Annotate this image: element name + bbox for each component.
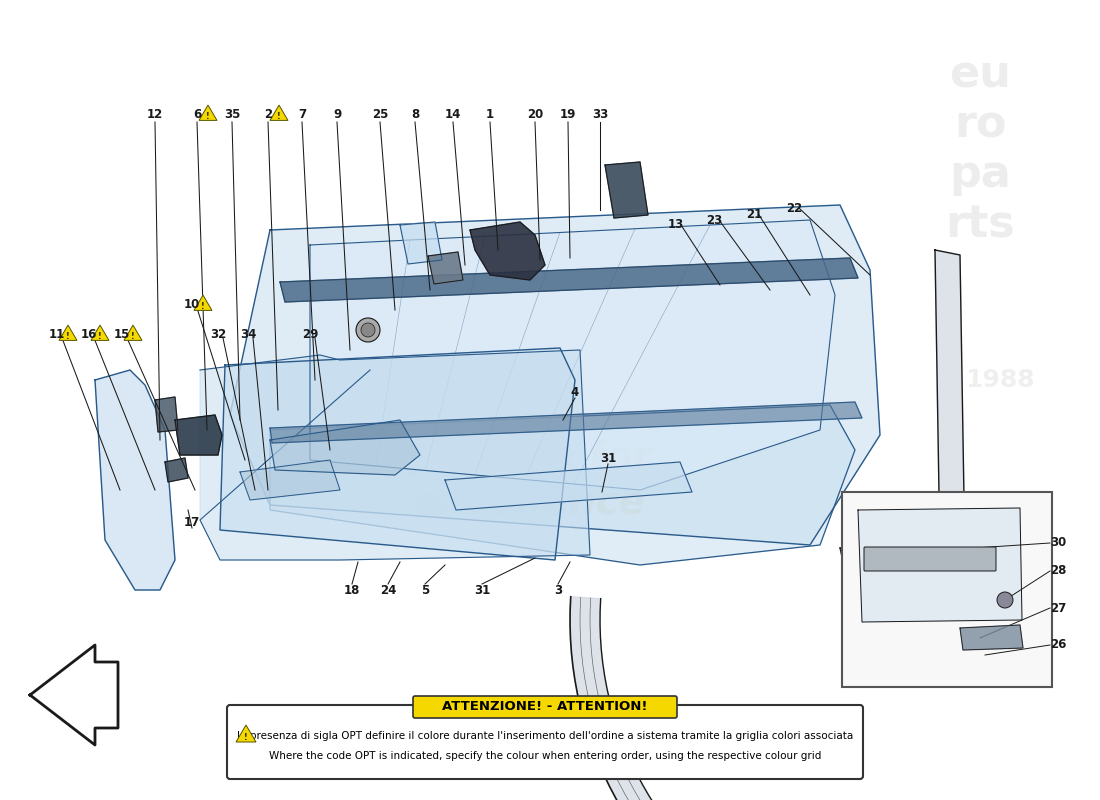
Text: 28: 28: [1049, 565, 1066, 578]
Text: 17: 17: [184, 517, 200, 530]
Text: 32: 32: [210, 329, 227, 342]
Polygon shape: [280, 258, 858, 302]
Polygon shape: [124, 325, 142, 341]
Circle shape: [361, 323, 375, 337]
Text: 19: 19: [560, 109, 576, 122]
Text: 1988: 1988: [965, 368, 1035, 392]
Text: 1: 1: [486, 109, 494, 122]
Circle shape: [356, 318, 380, 342]
Text: 6: 6: [192, 109, 201, 122]
Polygon shape: [270, 105, 288, 120]
Polygon shape: [199, 105, 217, 120]
Text: 25: 25: [372, 109, 388, 122]
Polygon shape: [155, 397, 178, 432]
Text: 35: 35: [223, 109, 240, 122]
Text: 26: 26: [1049, 638, 1066, 651]
Text: 22: 22: [785, 202, 802, 214]
Text: 9: 9: [333, 109, 341, 122]
Text: 5: 5: [421, 583, 429, 597]
Text: Where the code OPT is indicated, specify the colour when entering order, using t: Where the code OPT is indicated, specify…: [268, 751, 822, 761]
Polygon shape: [270, 405, 855, 565]
Text: 7: 7: [298, 109, 306, 122]
Polygon shape: [310, 220, 835, 490]
Text: 18: 18: [344, 583, 360, 597]
Text: In presenza di sigla OPT definire il colore durante l'inserimento dell'ordine a : In presenza di sigla OPT definire il col…: [236, 731, 854, 741]
Text: !: !: [277, 112, 280, 121]
Text: 31: 31: [474, 583, 491, 597]
Polygon shape: [400, 222, 442, 264]
Polygon shape: [935, 250, 965, 560]
Text: !: !: [66, 332, 69, 341]
Polygon shape: [230, 205, 880, 545]
Polygon shape: [95, 370, 175, 590]
Polygon shape: [236, 725, 256, 742]
Text: 14: 14: [444, 109, 461, 122]
Text: 10: 10: [184, 298, 200, 311]
Polygon shape: [446, 462, 692, 510]
Text: 16: 16: [80, 329, 97, 342]
Text: 33: 33: [592, 109, 608, 122]
FancyBboxPatch shape: [227, 705, 864, 779]
Text: 11: 11: [48, 329, 65, 342]
Polygon shape: [91, 325, 109, 341]
Polygon shape: [59, 325, 77, 341]
Polygon shape: [220, 348, 575, 560]
Polygon shape: [240, 460, 340, 500]
Polygon shape: [605, 162, 648, 218]
Text: 8: 8: [411, 109, 419, 122]
Text: 3: 3: [554, 583, 562, 597]
Polygon shape: [270, 420, 420, 475]
Text: 29: 29: [301, 329, 318, 342]
Polygon shape: [175, 415, 222, 455]
Text: !: !: [206, 112, 210, 121]
Polygon shape: [570, 597, 887, 800]
Circle shape: [997, 592, 1013, 608]
Text: 15: 15: [113, 329, 130, 342]
Text: 31: 31: [600, 453, 616, 466]
Text: 23: 23: [706, 214, 722, 226]
Text: 13: 13: [668, 218, 684, 231]
Polygon shape: [200, 350, 590, 560]
Text: 4: 4: [571, 386, 579, 399]
Polygon shape: [840, 548, 942, 568]
Text: eu
ro
pa
rts: eu ro pa rts: [945, 54, 1015, 246]
Polygon shape: [30, 645, 118, 745]
Text: !: !: [244, 733, 248, 742]
Text: 30: 30: [1049, 537, 1066, 550]
Polygon shape: [960, 625, 1023, 650]
Text: 27: 27: [1049, 602, 1066, 614]
Text: passion for
excellence: passion for excellence: [408, 439, 652, 521]
Text: !: !: [131, 332, 135, 341]
Polygon shape: [858, 508, 1022, 622]
Text: !: !: [98, 332, 102, 341]
FancyBboxPatch shape: [412, 696, 676, 718]
Text: 34: 34: [240, 329, 256, 342]
Text: 2: 2: [264, 109, 272, 122]
Polygon shape: [470, 222, 544, 280]
Text: 20: 20: [527, 109, 543, 122]
Text: ATTENZIONE! - ATTENTION!: ATTENZIONE! - ATTENTION!: [442, 699, 648, 713]
Text: 12: 12: [147, 109, 163, 122]
Polygon shape: [270, 402, 862, 443]
Text: 21: 21: [746, 209, 762, 222]
Polygon shape: [428, 252, 463, 284]
Polygon shape: [194, 295, 212, 310]
FancyBboxPatch shape: [864, 547, 996, 571]
Text: !: !: [201, 302, 205, 311]
FancyBboxPatch shape: [842, 492, 1052, 687]
Polygon shape: [165, 458, 188, 482]
Text: 24: 24: [379, 583, 396, 597]
